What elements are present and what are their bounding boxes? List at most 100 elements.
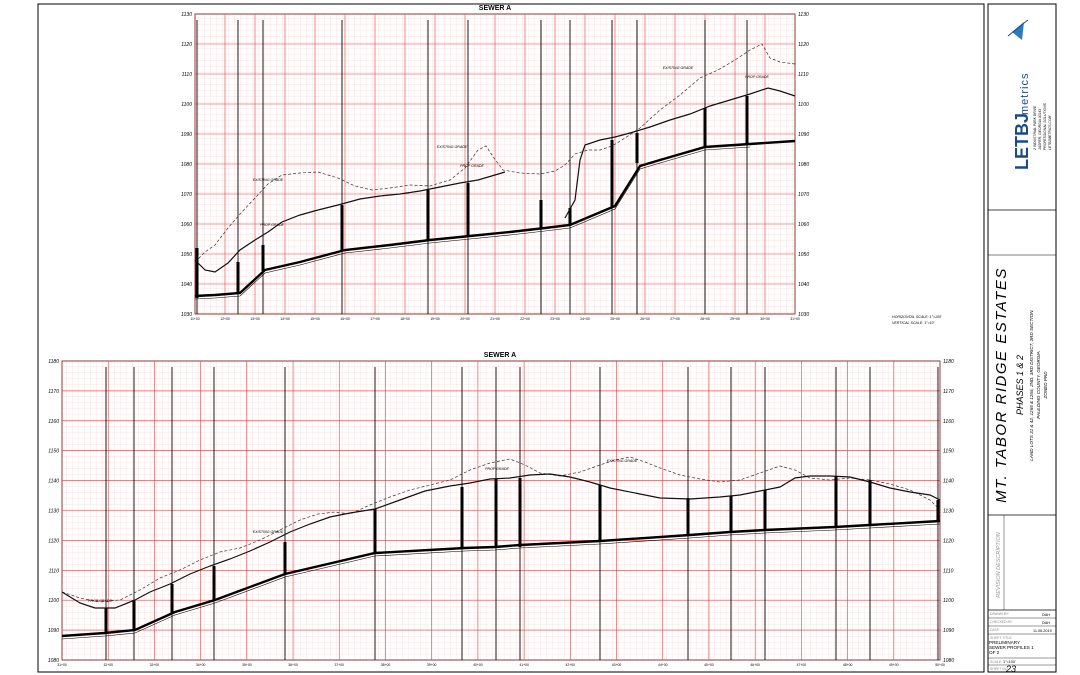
manhole-structure [236,262,240,294]
y-axis-label-left: 1100 [48,598,59,604]
checked-by-value: DAH [1042,621,1050,625]
logo-triangle-icon [1012,22,1024,40]
manhole-structure [426,190,430,240]
manhole-structure [568,208,572,225]
manhole-structure [745,96,749,144]
x-axis-tick-label: 32+00 [103,663,113,667]
x-axis-tick-label: 24+00 [580,317,590,321]
manhole-structure [460,487,464,549]
profile-upper-annotation-3: EXISTING GRADE [437,145,468,149]
y-axis-label-right: 1040 [798,282,809,288]
x-axis-tick-label: 14+00 [280,317,290,321]
y-axis-label-left: 1080 [48,658,59,664]
manhole-structure [868,480,872,526]
profile-upper-annotation-4: PROP GRADE [460,164,484,168]
y-axis-label-right: 1140 [943,479,954,485]
y-axis-label-left: 1150 [48,449,59,455]
profile-upper-existing-grade [194,43,796,263]
profile-upper-annotation-6: PROP GRADE [745,75,769,79]
x-axis-tick-label: 23+00 [550,317,560,321]
x-axis-tick-label: 37+00 [334,663,344,667]
y-axis-label-right: 1120 [943,538,954,544]
manhole-structure [340,205,344,250]
profile-upper-sewer-pipe [194,139,796,298]
manhole-structure [195,248,199,298]
y-axis-label-right: 1120 [798,42,809,48]
project-name: MT. TABOR RIDGE ESTATES [993,267,1010,503]
profile-lower-annotation-1: PROP GRADE [88,599,112,603]
manhole-structure [494,479,498,548]
profile-lower-y-labels-left: 1180 1170 1160 1150 1140 1130 1120 1110 1100 1090… [48,359,59,664]
logo-text: LETBJ [1012,113,1032,170]
y-axis-label-left: 1130 [181,12,192,18]
y-axis-label-left: 1090 [48,628,59,634]
manhole-structure [518,478,522,547]
manhole-structure [104,608,108,634]
profile-lower-proposed-grade [61,473,941,609]
x-axis-tick-label: 16+00 [340,317,350,321]
profile-upper-sewer-pipe-invert [194,146,751,300]
y-axis-label-left: 1140 [48,479,59,485]
y-axis-label-left: 1060 [181,222,192,228]
profile-lower-x-ticks: 31+00 32+00 33+00 34+00 35+00 36+00 37+00 38+00… [57,663,945,667]
manhole-structure [763,490,767,531]
manhole-structure [283,542,287,575]
y-axis-label-right: 1130 [798,12,809,18]
profile-lower-sewer-pipe-invert [61,523,941,640]
sheet-number: 23 [1005,664,1016,674]
y-axis-label-left: 1080 [181,162,192,168]
profile-lower-annotation-3: PROP GRADE [485,467,509,471]
x-axis-tick-label: 45+00 [704,663,714,667]
company-line-2: LETBJMETRICS.COM [1048,116,1052,150]
x-axis-tick-label: 36+00 [288,663,298,667]
x-axis-tick-label: 25+00 [610,317,620,321]
x-axis-tick-label: 50+00 [935,663,945,667]
manhole-structure [261,245,265,271]
x-axis-tick-label: 11+00 [190,317,199,321]
profile-lower-existing-grade [61,456,941,603]
profile-upper: SEWER A 1130 1120 1110 1100 1090 1080 1070 1060… [181,5,942,325]
profile-lower-structure-lines [104,367,940,660]
x-axis-tick-label: 41+00 [519,663,529,667]
manhole-structure [466,183,470,236]
manhole-structure [635,133,639,163]
y-axis-label-left: 1050 [181,252,192,258]
x-axis-tick-label: 42+00 [566,663,576,667]
date-label: DATE: [990,628,1000,632]
sheet-title: PRELIMINARY SEWER PROFILES 1 OF 2 [989,640,1034,655]
date-value: 11.06.2019 [1033,629,1052,633]
scale-label: SCALE: [990,660,1002,664]
profile-upper-annotation-2: PROP GRADE [260,223,284,227]
profile-upper-x-ticks: 11+00 12+00 13+00 14+00 15+00 16+00 17+00 18+00… [190,317,800,321]
x-axis-tick-label: 33+00 [150,663,160,667]
y-axis-label-right: 1180 [943,359,954,365]
sheet-title-label: SHEET TITLE: [990,636,1012,640]
x-axis-tick-label: 17+00 [370,317,380,321]
profile-upper-title: SEWER A [479,5,511,12]
y-axis-label-right: 1090 [798,132,809,138]
manhole-structure [686,498,690,535]
x-axis-tick-label: 30+00 [760,317,770,321]
profile-lower-major-gridlines [61,360,941,661]
title-block: LETBJ metrics PROFESSIONAL SOLUTIONS LET… [987,3,1057,674]
y-axis-label-left: 1170 [48,389,59,395]
project-phase: PHASES 1 & 2 [1015,355,1025,415]
x-axis-tick-label: 40+00 [473,663,483,667]
profile-upper-annotation-1: EXISTING GRADE [253,178,284,182]
profile-lower-title: SEWER A [484,352,516,359]
project-zoning: ZONED PRD [1043,371,1048,400]
x-axis-tick-label: 47+00 [797,663,807,667]
y-axis-label-right: 1110 [798,72,809,78]
y-axis-label-right: 1100 [943,598,954,604]
profile-upper-major-gridlines [194,13,796,315]
profile-upper-y-labels-right: 1130 1120 1110 1100 1090 1080 1070 1060 1050 1040… [798,12,809,318]
profile-upper-proposed-grade [194,87,796,273]
project-location: LAND LOTS 31 & 42, 1265 & 1266, 2ND, 3RD… [1029,309,1034,460]
profile-upper-scale-note-1: HORIZONTAL SCALE: 1"=100' [892,315,942,319]
drawn-by-label: DRAWN BY: [990,612,1009,616]
drawn-by-value: DAH [1042,613,1050,617]
address-line-2: JASPER, GEORGIA 30143 [1038,109,1042,151]
profile-lower-sewer-pipe [61,519,941,638]
y-axis-label-right: 1050 [798,252,809,258]
y-axis-label-left: 1120 [48,538,59,544]
